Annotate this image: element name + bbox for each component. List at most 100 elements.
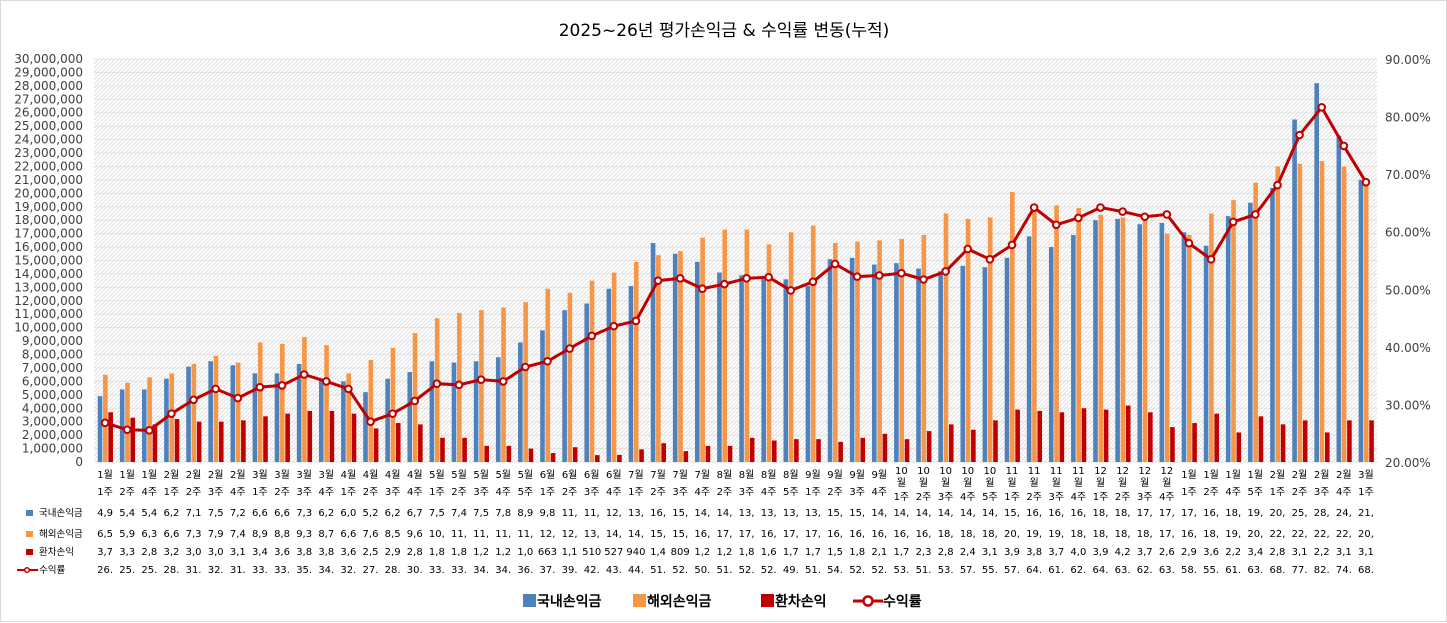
table-cell: 3,1 <box>1336 547 1352 558</box>
table-cell: 1,4 <box>650 547 666 558</box>
svg-text:4월: 4월 <box>341 469 357 481</box>
bar-1 <box>783 279 789 462</box>
table-cell: 6,6 <box>340 529 356 540</box>
bar-3 <box>152 424 158 462</box>
bar-3 <box>440 437 445 462</box>
line-point <box>366 417 375 427</box>
x-tick-label: 6월 3주 <box>584 469 600 498</box>
table-row-key-marker <box>23 566 31 574</box>
table-cell: 28. <box>163 565 179 576</box>
bar-3 <box>1236 432 1242 462</box>
bar-3 <box>1280 424 1286 462</box>
table-cell: 42. <box>584 565 600 576</box>
bar-3 <box>1214 413 1219 462</box>
table-cell: 34. <box>473 565 489 576</box>
table-cell: 1,8 <box>849 547 865 558</box>
svg-text:4주: 4주 <box>872 487 888 498</box>
table-cell: 63. <box>1247 565 1263 576</box>
svg-text:3월: 3월 <box>318 469 334 481</box>
line-point <box>299 370 309 379</box>
bar-2 <box>921 234 927 462</box>
table-cell: 6,7 <box>407 508 423 519</box>
bar-3 <box>196 421 202 462</box>
svg-text:5주: 5주 <box>518 487 534 498</box>
line-point <box>498 377 508 386</box>
bar-1 <box>960 265 966 462</box>
bar-2 <box>1098 214 1104 462</box>
svg-text:3월: 3월 <box>296 469 312 481</box>
table-cell: 20, <box>1358 529 1374 540</box>
y2-tick-label: 40.00% <box>1385 341 1431 355</box>
table-cell: 77. <box>1292 565 1308 576</box>
svg-text:2주: 2주 <box>650 487 666 498</box>
table-cell: 62. <box>1137 565 1153 576</box>
table-cell: 1,7 <box>783 547 799 558</box>
svg-text:2주: 2주 <box>1292 487 1308 498</box>
table-cell: 5,4 <box>119 508 135 519</box>
table-cell: 18, <box>1225 508 1241 519</box>
table-cell: 20, <box>1247 529 1263 540</box>
table-cell: 1,2 <box>495 547 511 558</box>
table-cell: 14, <box>893 508 909 519</box>
table-cell: 68. <box>1358 565 1374 576</box>
table-cell: 17, <box>1159 529 1175 540</box>
bar-3 <box>1103 409 1109 462</box>
svg-text:1주: 1주 <box>341 487 357 498</box>
line-point <box>189 395 198 405</box>
line-point <box>410 396 420 406</box>
svg-text:국내손익금: 국내손익금 <box>537 593 602 610</box>
y-tick-label: 0 <box>75 455 83 469</box>
bar-2 <box>545 288 551 462</box>
svg-text:3주: 3주 <box>473 487 489 498</box>
svg-text:3주: 3주 <box>672 487 688 498</box>
table-cell: 14, <box>628 529 644 540</box>
table-cell: 31. <box>230 565 246 576</box>
line-point <box>764 272 773 282</box>
y-tick-label: 17,000,000 <box>14 227 83 241</box>
table-cell: 809 <box>671 547 690 558</box>
bar-1 <box>274 373 280 462</box>
svg-text:1주: 1주 <box>894 492 910 503</box>
x-tick-label: 12월 1주 <box>1093 466 1109 503</box>
table-cell: 7,3 <box>296 508 312 519</box>
line-point <box>233 393 243 403</box>
bar-3 <box>1369 420 1374 462</box>
svg-text:10: 10 <box>961 466 974 477</box>
bar-3 <box>816 439 821 462</box>
svg-text:12: 12 <box>1094 466 1107 477</box>
table-cell: 17, <box>716 529 732 540</box>
table-cell: 57. <box>960 565 976 576</box>
table-cell: 52. <box>739 565 755 576</box>
table-cell: 4,9 <box>97 508 113 519</box>
table-cell: 18, <box>1070 529 1086 540</box>
line-point <box>587 331 597 341</box>
bar-1 <box>1203 245 1209 462</box>
svg-text:4월: 4월 <box>385 469 401 481</box>
table-cell: 15, <box>672 508 688 519</box>
x-tick-label: 1월 4주 <box>142 469 158 498</box>
bar-2 <box>788 232 794 462</box>
svg-text:4주: 4주 <box>695 487 711 498</box>
bar-2 <box>324 345 329 462</box>
bar-1 <box>827 259 833 462</box>
table-cell: 2,5 <box>363 547 379 558</box>
line-point <box>1361 177 1371 187</box>
table-cell: 2,6 <box>1159 547 1175 558</box>
line-point <box>1184 238 1194 248</box>
svg-text:5주: 5주 <box>783 487 799 498</box>
bar-3 <box>948 424 954 462</box>
x-tick-label: 10월 4주 <box>960 466 976 503</box>
y2-tick-label: 20.00% <box>1385 456 1431 470</box>
svg-text:2주: 2주 <box>274 487 290 498</box>
table-cell: 6,2 <box>163 508 179 519</box>
table-cell: 9,3 <box>296 529 312 540</box>
table-cell: 16, <box>1203 508 1219 519</box>
bar-2 <box>810 225 816 462</box>
svg-text:10: 10 <box>939 466 952 477</box>
bar-3 <box>661 443 666 462</box>
svg-text:3주: 3주 <box>1048 492 1064 503</box>
table-cell: 16, <box>694 529 710 540</box>
bar-1 <box>650 243 656 462</box>
svg-text:4주: 4주 <box>1159 492 1175 503</box>
bar-2 <box>346 373 351 462</box>
